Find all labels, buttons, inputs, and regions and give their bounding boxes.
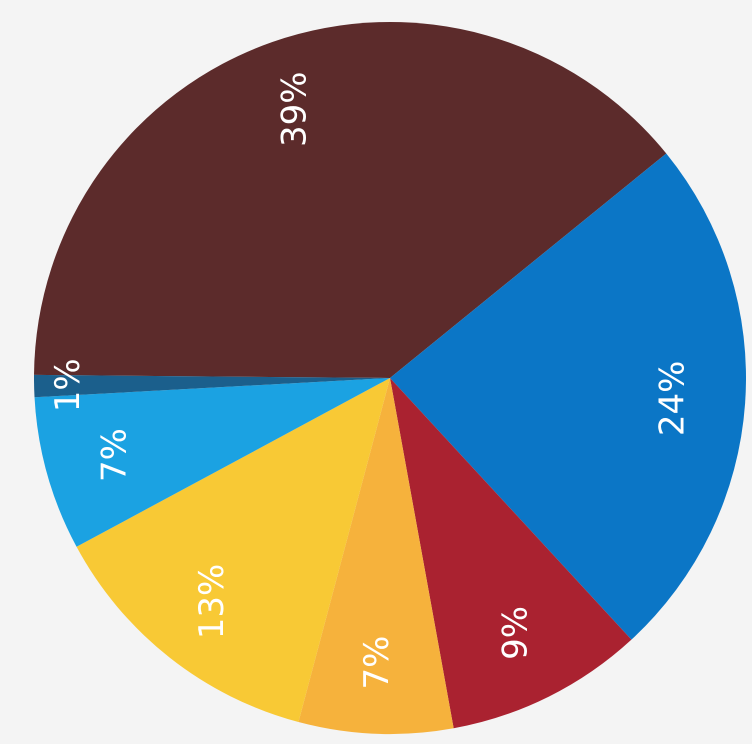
pie-slice xyxy=(34,22,667,378)
pie-slice xyxy=(390,378,632,729)
data-label: 39% xyxy=(274,71,314,147)
data-label: 7% xyxy=(94,428,134,482)
data-label: 13% xyxy=(192,564,232,640)
pie-slice xyxy=(34,374,391,398)
data-label: 9% xyxy=(496,606,536,660)
pie-slice xyxy=(298,378,454,734)
pie-slice xyxy=(76,378,391,723)
data-label: 7% xyxy=(357,636,397,690)
data-label: 1% xyxy=(48,358,88,412)
data-label: 24% xyxy=(653,361,693,437)
pie-slice xyxy=(34,378,391,547)
pie-slice xyxy=(390,153,747,640)
